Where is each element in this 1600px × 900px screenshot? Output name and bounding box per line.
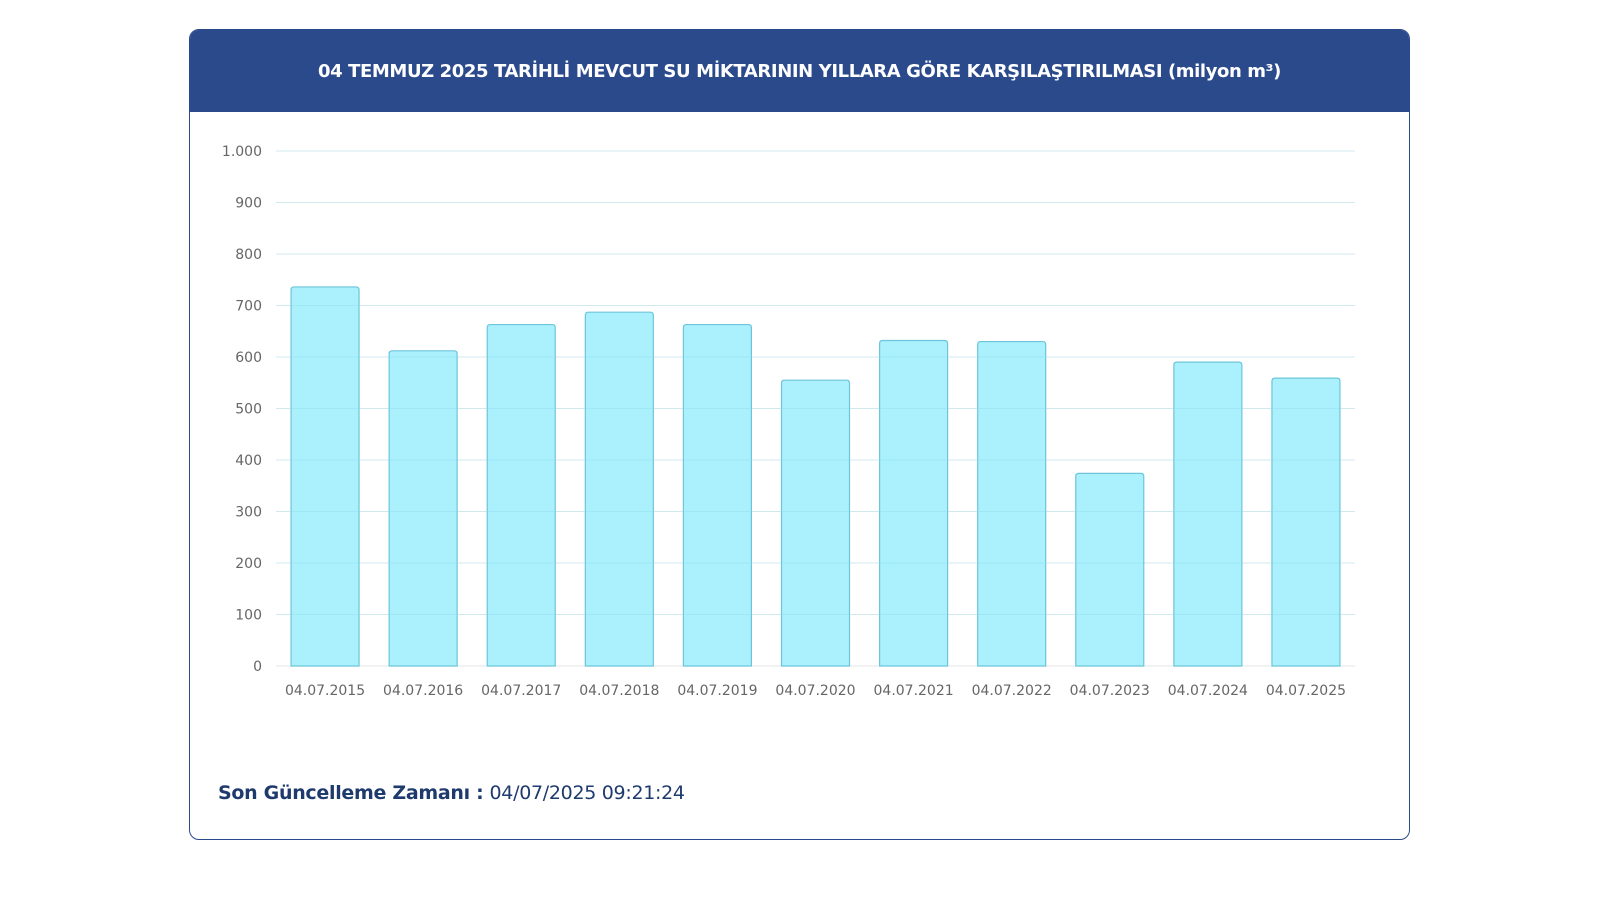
y-tick-label: 100 [235,608,262,624]
y-tick-label: 300 [235,505,262,521]
x-tick-label: 04.07.2019 [677,683,757,699]
bars [276,150,1355,667]
x-tick-label: 04.07.2024 [1168,683,1248,699]
x-tick-label: 04.07.2022 [972,683,1052,699]
last-update-value: 04/07/2025 09:21:24 [489,782,685,804]
x-tick-label: 04.07.2023 [1070,683,1150,699]
y-tick-label: 700 [235,299,262,315]
bar-04.07.2015[interactable] [290,286,360,667]
x-tick-label: 04.07.2018 [579,683,659,699]
chart-title: 04 TEMMUZ 2025 TARİHLİ MEVCUT SU MİKTARI… [318,60,1281,82]
y-tick-label: 1.000 [222,144,262,160]
y-tick-label: 200 [235,556,262,572]
x-tick-label: 04.07.2016 [383,683,463,699]
y-tick-label: 600 [235,350,262,366]
last-update: Son Güncelleme Zamanı : 04/07/2025 09:21… [218,782,685,804]
bar-04.07.2017[interactable] [486,323,556,667]
y-tick-label: 400 [235,453,262,469]
bar-04.07.2019[interactable] [682,323,753,667]
x-tick-label: 04.07.2017 [481,683,561,699]
last-update-label: Son Güncelleme Zamanı : [218,782,484,804]
x-tick-label: 04.07.2021 [874,683,954,699]
x-tick-label: 04.07.2020 [775,683,855,699]
y-tick-label: 800 [235,247,262,263]
x-tick-label: 04.07.2025 [1266,683,1346,699]
y-tick-label: 500 [235,402,262,418]
chart-card: 04 TEMMUZ 2025 TARİHLİ MEVCUT SU MİKTARI… [189,29,1410,840]
bar-04.07.2022[interactable] [977,340,1047,667]
bar-04.07.2020[interactable] [780,379,851,667]
bar-04.07.2021[interactable] [878,339,949,667]
bar-04.07.2023[interactable] [1075,472,1145,667]
y-tick-label: 900 [235,196,262,212]
x-axis-ticks: 04.07.2015 04.07.2016 04.07.2017 04.07.2018… [285,683,1346,699]
y-tick-label: 0 [253,659,262,675]
bar-chart: 0 100 200 300 400 500 600 700 800 900 1.000 04.07.… [222,144,1355,699]
y-axis-ticks: 0 100 200 300 400 500 600 700 800 900 1.000 [222,144,262,675]
card-header: 04 TEMMUZ 2025 TARİHLİ MEVCUT SU MİKTARI… [190,30,1409,112]
bar-04.07.2025[interactable] [1271,377,1341,667]
x-tick-label: 04.07.2015 [285,683,365,699]
bar-04.07.2024[interactable] [1173,361,1243,667]
bar-04.07.2016[interactable] [388,350,458,667]
bar-04.07.2018[interactable] [584,311,654,667]
